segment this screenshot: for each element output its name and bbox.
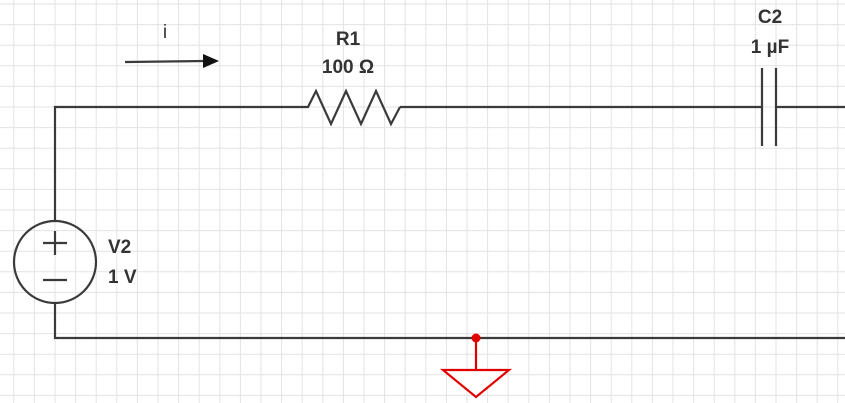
current-arrow <box>124 59 206 64</box>
component-name: R1 <box>336 29 361 50</box>
ground-node <box>471 333 481 343</box>
wire <box>53 105 300 221</box>
ground-symbol <box>439 368 513 399</box>
component-value: 1 V <box>108 267 137 288</box>
component-name: V2 <box>108 237 131 258</box>
voltage-source <box>12 219 98 305</box>
component-value: 100 Ω <box>322 57 374 78</box>
component-name: C2 <box>758 7 782 28</box>
component-value: 1 µF <box>751 37 789 58</box>
wire <box>53 303 845 340</box>
resistor <box>300 88 401 127</box>
current-label: i <box>163 22 167 43</box>
arrow-head <box>203 54 219 68</box>
